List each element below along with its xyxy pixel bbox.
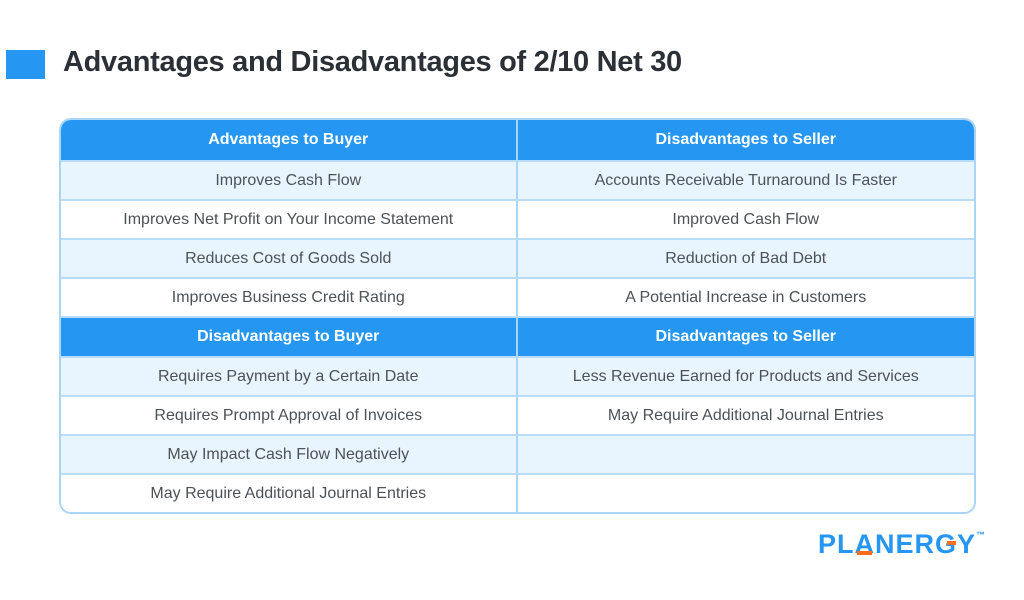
logo-letter: Y (956, 529, 976, 559)
table-cell: A Potential Increase in Customers (517, 279, 974, 316)
logo-letter-a-orange-accent: A (854, 529, 875, 559)
title-accent-square (6, 50, 45, 79)
table-row: Improves Net Profit on Your Income State… (61, 199, 974, 238)
table-cell: Reduction of Bad Debt (517, 240, 974, 277)
table-cell: Requires Payment by a Certain Date (61, 358, 518, 395)
table-cell: May Require Additional Journal Entries (517, 397, 974, 434)
logo-letter: NER (874, 529, 935, 559)
header-disadvantages-to-seller: Disadvantages to Seller (517, 318, 974, 356)
header-advantages-to-buyer: Advantages to Buyer (61, 120, 518, 160)
table-row: May Impact Cash Flow Negatively (61, 434, 974, 473)
table-cell: May Require Additional Journal Entries (61, 475, 518, 512)
table-row: Improves Cash Flow Accounts Receivable T… (61, 160, 974, 199)
table-cell: Improved Cash Flow (517, 201, 974, 238)
table-row: May Require Additional Journal Entries (61, 473, 974, 512)
table-cell: Less Revenue Earned for Products and Ser… (517, 358, 974, 395)
logo-letter: PL (817, 529, 855, 559)
table-header-row: Advantages to Buyer Disadvantages to Sel… (61, 120, 974, 160)
table-cell: Improves Business Credit Rating (61, 279, 518, 316)
table-cell: Improves Cash Flow (61, 162, 518, 199)
table-cell: Requires Prompt Approval of Invoices (61, 397, 518, 434)
table-header-row: Disadvantages to Buyer Disadvantages to … (61, 316, 974, 356)
table-cell: May Impact Cash Flow Negatively (61, 436, 518, 473)
table-row: Reduces Cost of Goods Sold Reduction of … (61, 238, 974, 277)
header-disadvantages-to-seller: Disadvantages to Seller (517, 120, 974, 160)
table-cell: Reduces Cost of Goods Sold (61, 240, 518, 277)
header-disadvantages-to-buyer: Disadvantages to Buyer (61, 318, 518, 356)
table-cell (517, 475, 974, 512)
table-row: Requires Payment by a Certain Date Less … (61, 356, 974, 395)
table-cell: Accounts Receivable Turnaround Is Faster (517, 162, 974, 199)
logo-letter-g-orange-accent: G (934, 529, 957, 559)
table-cell: Improves Net Profit on Your Income State… (61, 201, 518, 238)
table-row: Improves Business Credit Rating A Potent… (61, 277, 974, 316)
advantages-table: Advantages to Buyer Disadvantages to Sel… (59, 118, 976, 514)
page-title: Advantages and Disadvantages of 2/10 Net… (63, 46, 682, 78)
trademark-symbol: ™ (976, 530, 985, 540)
table-row: Requires Prompt Approval of Invoices May… (61, 395, 974, 434)
planergy-logo: PLANERGY™ (818, 529, 985, 560)
table-cell (517, 436, 974, 473)
